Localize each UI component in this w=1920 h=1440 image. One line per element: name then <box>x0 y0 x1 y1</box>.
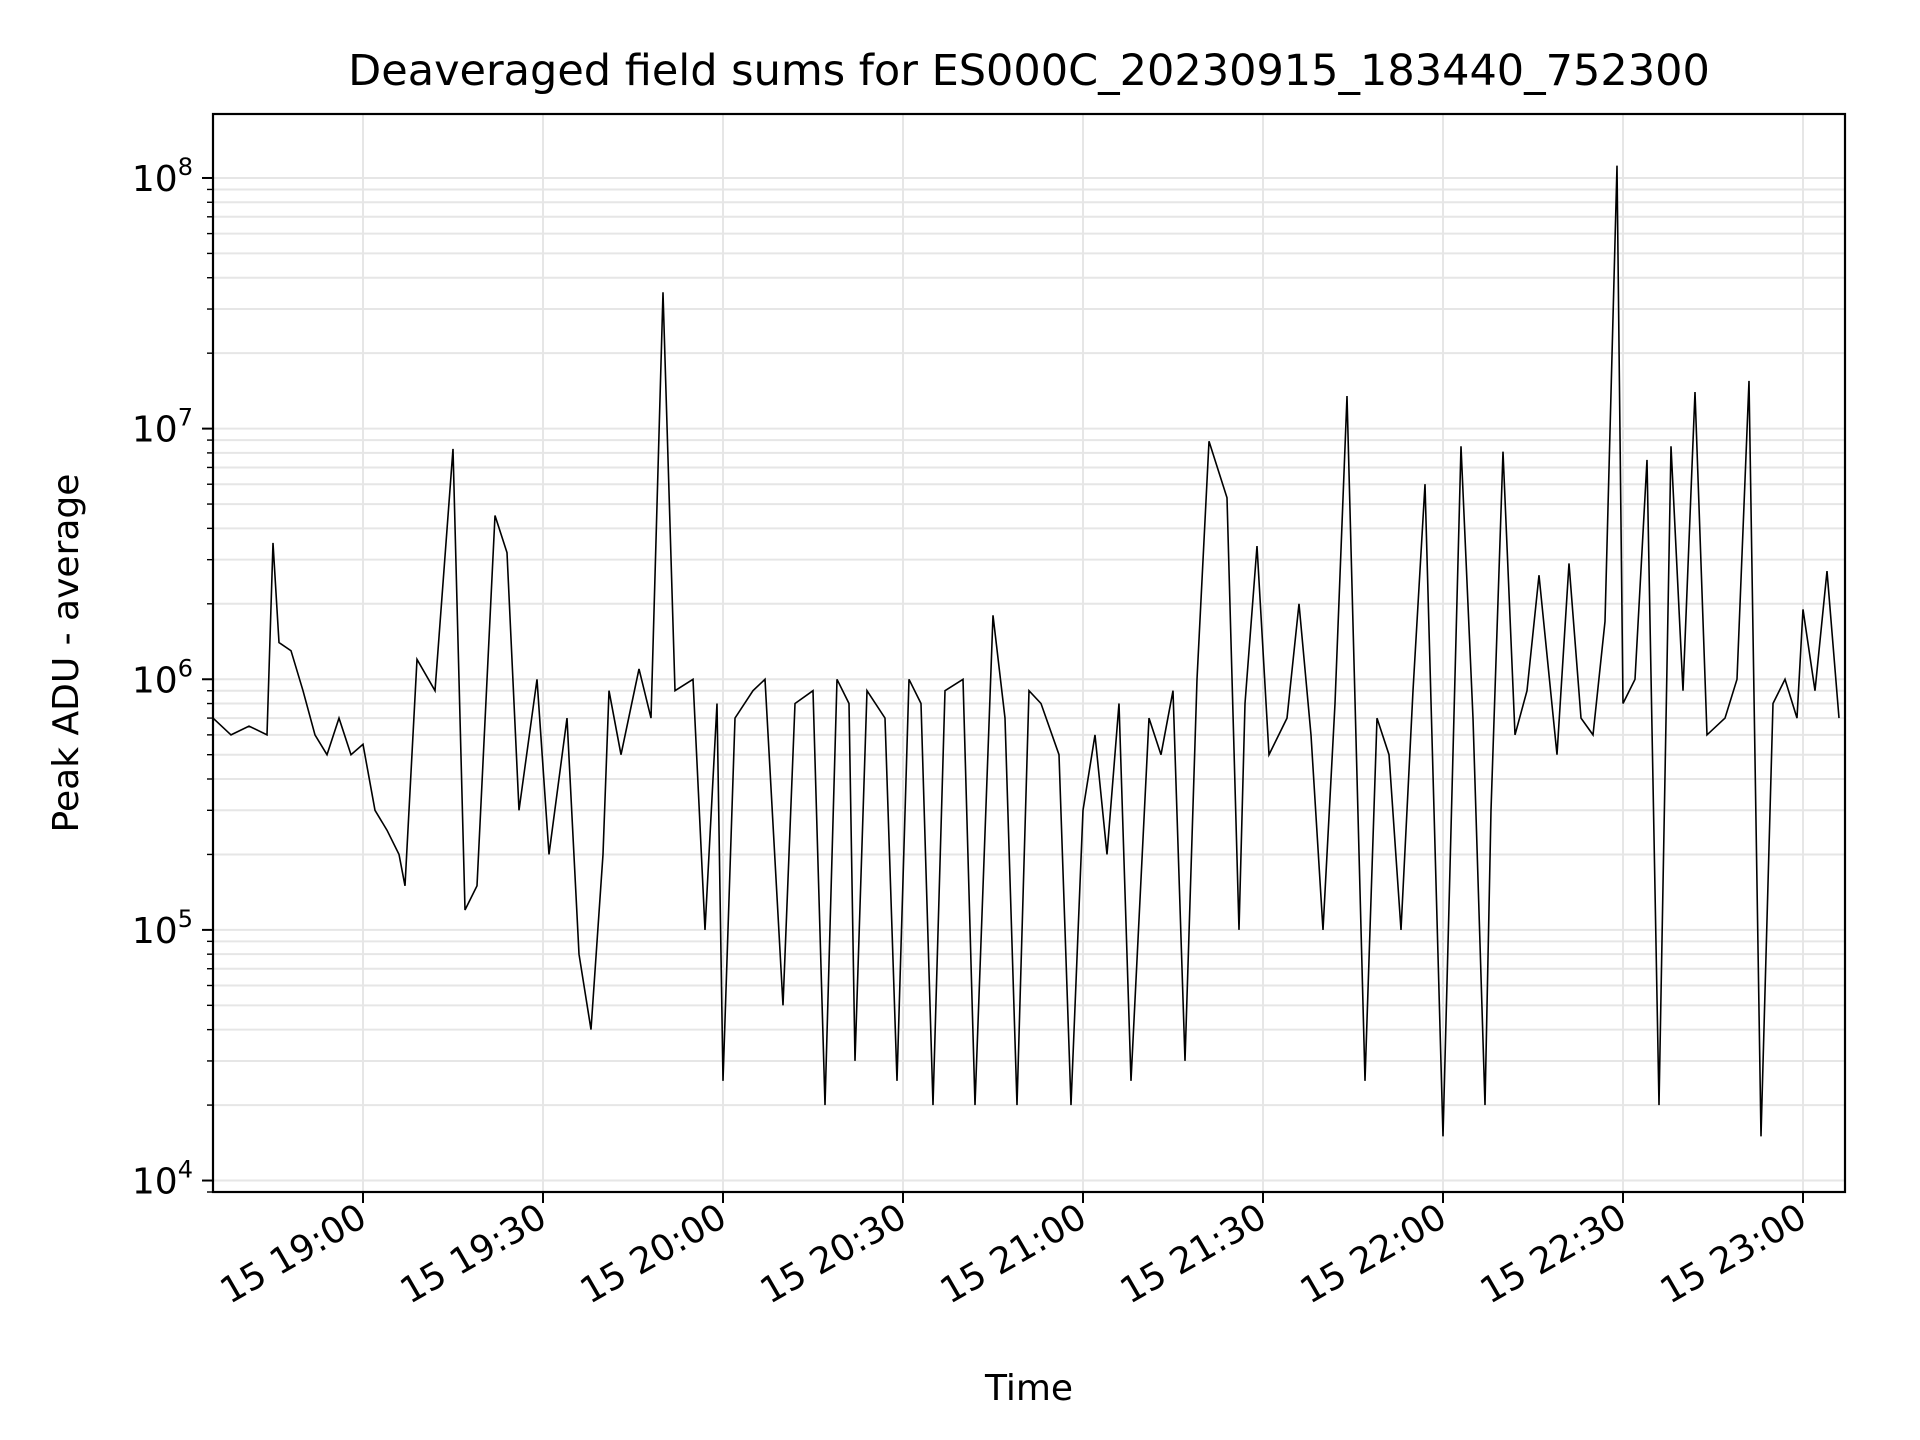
y-tick-label: 104 <box>132 1156 193 1203</box>
grid <box>213 114 1845 1193</box>
y-tick-label: 107 <box>132 404 193 451</box>
y-axis: 104 105 106 107 108 <box>132 153 213 1203</box>
y-tick-label: 106 <box>132 654 193 701</box>
series <box>212 165 1840 1137</box>
y-axis-label: Peak ADU - average <box>46 474 87 833</box>
series-line <box>212 165 1840 1137</box>
y-tick-label: 108 <box>132 153 193 200</box>
y-tick-label: 105 <box>132 905 193 952</box>
plot-frame <box>211 112 1847 1194</box>
x-axis-label: Time <box>984 1368 1073 1409</box>
chart-title: Deaveraged field sums for ES000C_2023091… <box>348 46 1710 96</box>
